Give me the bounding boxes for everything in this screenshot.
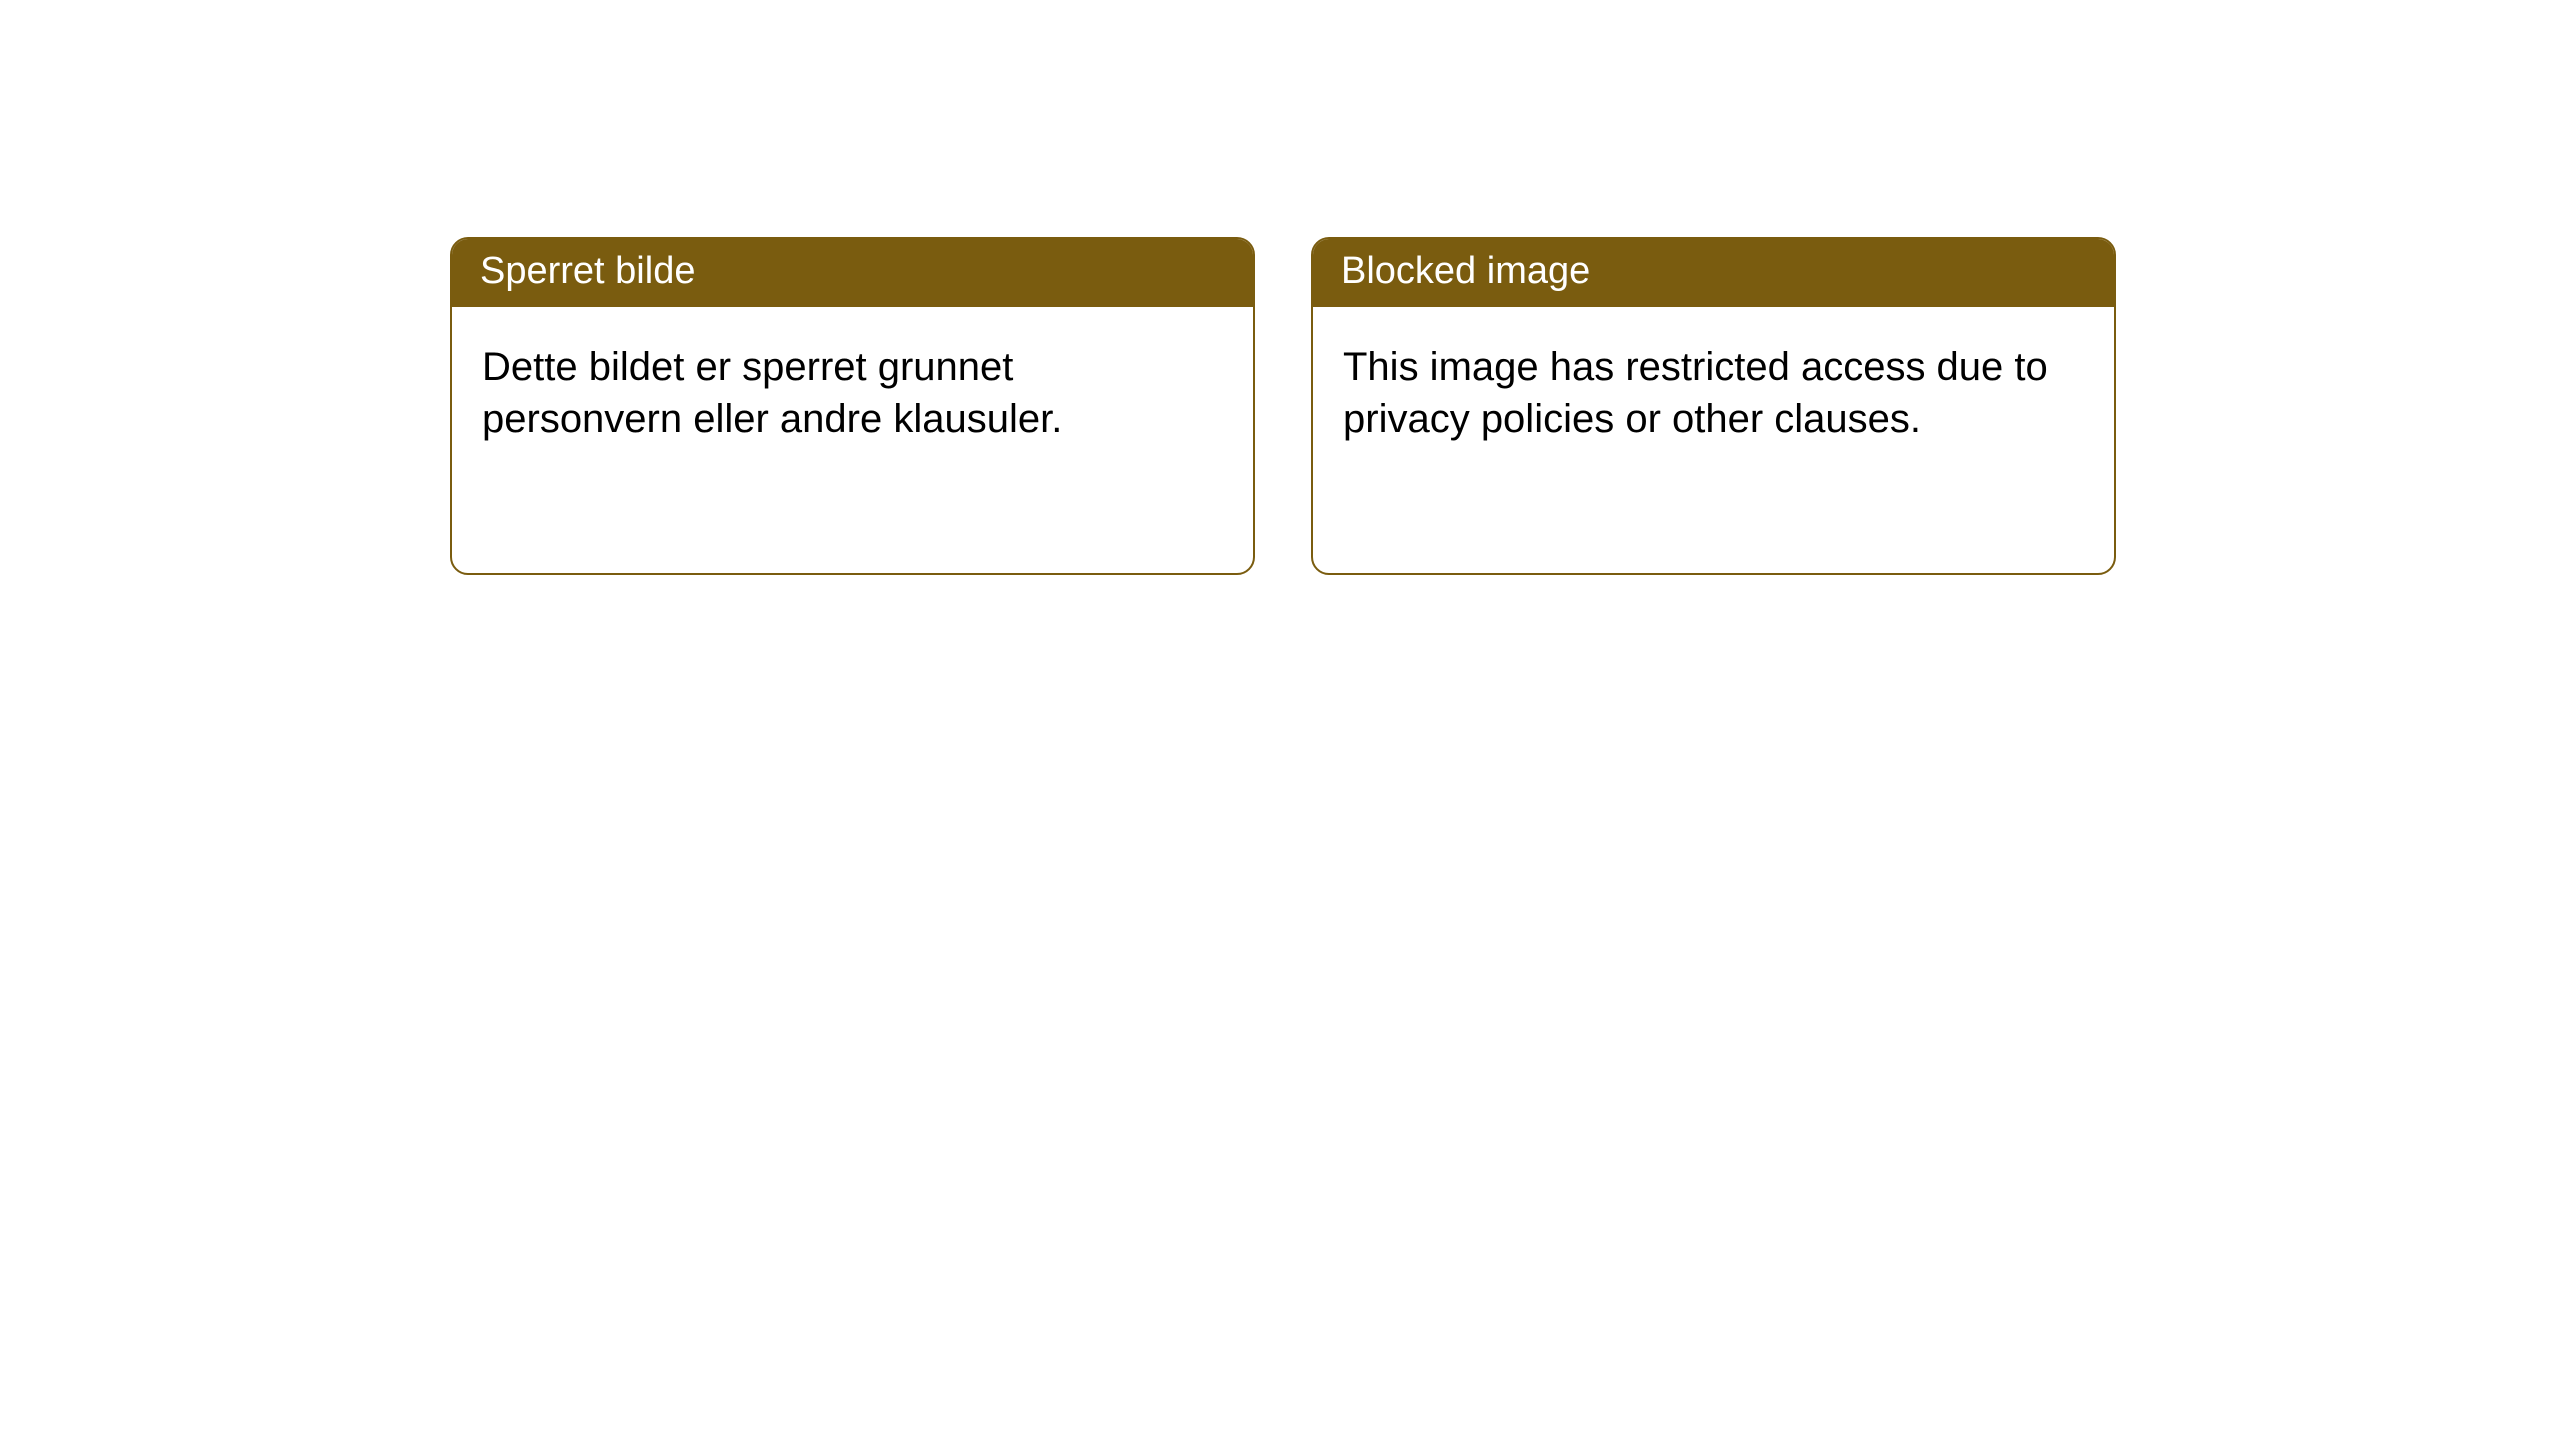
blocked-image-card-english: Blocked image This image has restricted …: [1311, 237, 2116, 575]
card-header-english: Blocked image: [1313, 239, 2114, 307]
card-message-norwegian: Dette bildet er sperret grunnet personve…: [482, 345, 1062, 442]
notice-container: Sperret bilde Dette bildet er sperret gr…: [450, 237, 2116, 575]
card-title-english: Blocked image: [1341, 250, 1590, 292]
card-message-english: This image has restricted access due to …: [1343, 345, 2048, 442]
card-header-norwegian: Sperret bilde: [452, 239, 1253, 307]
card-body-english: This image has restricted access due to …: [1313, 307, 2114, 481]
blocked-image-card-norwegian: Sperret bilde Dette bildet er sperret gr…: [450, 237, 1255, 575]
card-title-norwegian: Sperret bilde: [480, 250, 695, 292]
card-body-norwegian: Dette bildet er sperret grunnet personve…: [452, 307, 1253, 481]
